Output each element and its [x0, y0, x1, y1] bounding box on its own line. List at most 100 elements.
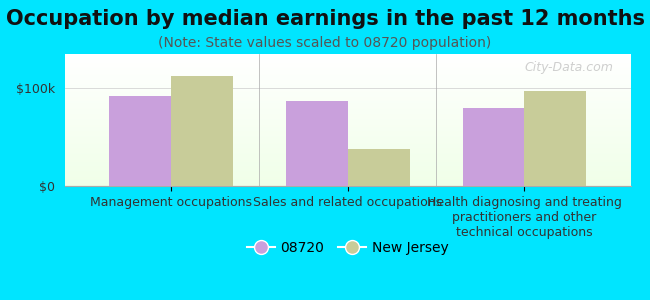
Bar: [65, 145, 630, 146]
Bar: [65, 154, 630, 155]
Bar: [65, 182, 630, 183]
Bar: [65, 72, 630, 73]
Bar: [65, 103, 630, 104]
Bar: [65, 128, 630, 129]
Bar: [65, 140, 630, 141]
Bar: [65, 174, 630, 175]
Bar: [65, 82, 630, 83]
Bar: [65, 178, 630, 179]
Bar: [65, 181, 630, 182]
Bar: [463, 108, 525, 186]
Bar: [65, 90, 630, 91]
Bar: [65, 96, 630, 97]
Bar: [65, 143, 630, 144]
Bar: [65, 97, 630, 98]
Bar: [65, 152, 630, 153]
Bar: [65, 119, 630, 120]
Bar: [65, 75, 630, 76]
Bar: [65, 127, 630, 128]
Bar: [65, 144, 630, 145]
Bar: [65, 146, 630, 147]
Bar: [65, 168, 630, 169]
Bar: [65, 148, 630, 149]
Bar: [65, 176, 630, 177]
Bar: [65, 107, 630, 108]
Bar: [65, 118, 630, 119]
Bar: [65, 114, 630, 115]
Bar: [65, 132, 630, 133]
Bar: [65, 61, 630, 62]
Bar: [65, 66, 630, 67]
Bar: [65, 70, 630, 71]
Bar: [65, 74, 630, 75]
Text: City-Data.com: City-Data.com: [525, 61, 614, 74]
Bar: [65, 172, 630, 173]
Bar: [65, 184, 630, 185]
Bar: [65, 141, 630, 142]
Bar: [65, 101, 630, 102]
Bar: [65, 104, 630, 105]
Bar: [65, 162, 630, 163]
Bar: [65, 171, 630, 172]
Bar: [65, 58, 630, 59]
Bar: [171, 76, 233, 186]
Bar: [65, 136, 630, 137]
Bar: [65, 100, 630, 101]
Bar: [65, 159, 630, 160]
Bar: [65, 139, 630, 140]
Bar: [65, 164, 630, 165]
Bar: [65, 93, 630, 94]
Bar: [65, 149, 630, 150]
Bar: [65, 160, 630, 161]
Bar: [65, 56, 630, 57]
Bar: [65, 111, 630, 112]
Bar: [65, 110, 630, 111]
Bar: [65, 130, 630, 131]
Bar: [65, 158, 630, 159]
Bar: [65, 108, 630, 109]
Bar: [65, 134, 630, 135]
Bar: [348, 149, 410, 186]
Bar: [65, 89, 630, 90]
Bar: [65, 180, 630, 181]
Bar: [65, 151, 630, 152]
Bar: [65, 76, 630, 77]
Bar: [65, 80, 630, 81]
Bar: [65, 153, 630, 154]
Bar: [65, 163, 630, 164]
Bar: [65, 69, 630, 70]
Bar: [65, 98, 630, 99]
Bar: [65, 123, 630, 124]
Bar: [65, 67, 630, 68]
Bar: [65, 83, 630, 84]
Bar: [65, 113, 630, 114]
Bar: [65, 77, 630, 78]
Bar: [65, 95, 630, 96]
Bar: [65, 94, 630, 95]
Bar: [65, 112, 630, 113]
Bar: [65, 92, 630, 93]
Bar: [65, 84, 630, 85]
Bar: [109, 96, 171, 186]
Text: Occupation by median earnings in the past 12 months: Occupation by median earnings in the pas…: [5, 9, 645, 29]
Bar: [65, 135, 630, 136]
Legend: 08720, New Jersey: 08720, New Jersey: [242, 236, 454, 261]
Bar: [65, 131, 630, 132]
Bar: [65, 60, 630, 61]
Bar: [65, 138, 630, 139]
Bar: [65, 99, 630, 100]
Bar: [65, 125, 630, 126]
Bar: [65, 121, 630, 122]
Bar: [65, 88, 630, 89]
Bar: [65, 54, 630, 55]
Bar: [65, 115, 630, 116]
Bar: [65, 64, 630, 65]
Bar: [65, 147, 630, 148]
Bar: [65, 179, 630, 180]
Bar: [65, 82, 630, 83]
Bar: [65, 105, 630, 106]
Bar: [286, 101, 348, 186]
Bar: [65, 73, 630, 74]
Bar: [65, 129, 630, 130]
Bar: [65, 79, 630, 80]
